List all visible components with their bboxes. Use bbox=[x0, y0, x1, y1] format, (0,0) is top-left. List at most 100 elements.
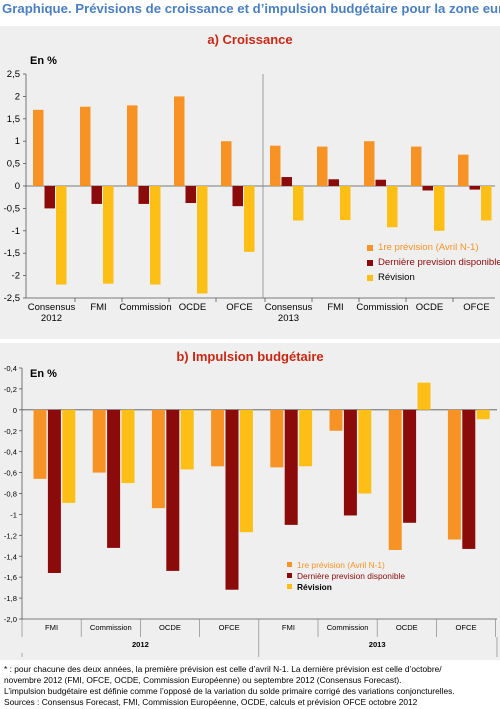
fiscal-impulse-chart-title: b) Impulsion budgétaire bbox=[176, 349, 324, 364]
legend-swatch-dark-red bbox=[367, 259, 373, 266]
y-tick-label: -1,2 bbox=[4, 531, 17, 540]
bar-first-forecast bbox=[388, 409, 402, 550]
bar-revision bbox=[340, 186, 351, 221]
x-tick-label: Commission bbox=[356, 302, 408, 313]
bar-revision bbox=[481, 186, 492, 221]
legend-label: Révision bbox=[378, 272, 415, 283]
y-tick-label: -0,6 bbox=[4, 469, 17, 478]
bar-last-forecast bbox=[44, 186, 55, 209]
bar-revision bbox=[239, 409, 253, 533]
growth-chart-title: a) Croissance bbox=[207, 32, 293, 47]
y-tick-label: -1,4 bbox=[4, 552, 17, 561]
legend-item-last-forecast: Dernière prevision disponible bbox=[287, 570, 405, 581]
bar-revision bbox=[150, 186, 161, 285]
x-tick-label: 2012 bbox=[41, 313, 62, 324]
bar-revision bbox=[417, 382, 431, 410]
y-tick-label: 0,5 bbox=[7, 159, 20, 170]
fiscal-impulse-legend: 1re prévision (Avril N-1) Dernière previ… bbox=[287, 559, 405, 592]
bar-first-forecast bbox=[270, 409, 284, 468]
legend-item-last-forecast: Dernière prevision disponible bbox=[367, 255, 500, 270]
bar-last-forecast bbox=[166, 409, 180, 571]
bar-first-forecast bbox=[33, 409, 47, 479]
x-tick-label: OFCE bbox=[226, 302, 252, 313]
x-year-label: 2013 bbox=[369, 640, 386, 649]
legend-item-first-forecast: 1re prévision (Avril N-1) bbox=[367, 240, 500, 255]
y-tick-label: -2,0 bbox=[4, 615, 17, 624]
fiscal-impulse-chart-plot: -0,4 -0,2 0 -0,2 -0,4 -0,6 -0,8 -1 -1,2 -1,4 -1,6 -… bbox=[4, 364, 498, 657]
y-tick-label: -0,4 bbox=[4, 448, 17, 457]
bar-last-forecast bbox=[462, 409, 476, 549]
bar-last-forecast bbox=[232, 186, 243, 207]
x-tick-label: Commission bbox=[327, 623, 369, 632]
bar-revision bbox=[121, 409, 135, 484]
legend-label: Révision bbox=[297, 581, 332, 592]
footnotes: * : pour chacune des deux années, la pre… bbox=[4, 664, 498, 708]
bar-last-forecast bbox=[403, 409, 417, 523]
bar-first-forecast bbox=[364, 141, 375, 186]
legend-item-revision: Révision bbox=[287, 581, 405, 592]
y-tick-label: -1,5 bbox=[4, 248, 20, 259]
bar-revision bbox=[244, 186, 255, 252]
bar-last-forecast bbox=[107, 409, 121, 548]
bar-last-forecast bbox=[284, 409, 298, 525]
footnote-line: novembre 2012 (FMI, OFCE, OCDE, Commissi… bbox=[4, 675, 402, 685]
legend-swatch-dark-red bbox=[287, 573, 292, 578]
legend-swatch-orange bbox=[367, 244, 373, 251]
legend-swatch-orange bbox=[287, 562, 292, 567]
legend-swatch-yellow bbox=[287, 584, 292, 589]
x-tick-label: OCDE bbox=[416, 302, 443, 313]
bar-last-forecast bbox=[422, 186, 433, 191]
bar-first-forecast bbox=[80, 106, 91, 186]
bar-revision bbox=[103, 186, 114, 284]
y-tick-label: -0,5 bbox=[4, 203, 20, 214]
y-tick-label: -1 bbox=[12, 226, 20, 237]
bar-last-forecast bbox=[328, 179, 339, 186]
x-tick-label: FMI bbox=[327, 302, 343, 313]
bar-first-forecast bbox=[174, 96, 185, 186]
bar-revision bbox=[180, 409, 194, 470]
footnote-line: Sources : Consensus Forecast, FMI, Commi… bbox=[4, 697, 418, 707]
x-tick-label: FMI bbox=[45, 623, 58, 632]
x-tick-label: OCDE bbox=[396, 623, 418, 632]
bar-last-forecast bbox=[375, 179, 386, 186]
x-tick-label: Consensus bbox=[28, 302, 76, 313]
footnote-line: L’impulsion budgétaire est définie comme… bbox=[4, 686, 455, 696]
legend-label: Dernière prevision disponible bbox=[378, 257, 500, 268]
y-tick-label: 2 bbox=[15, 91, 20, 102]
y-tick-label: -1,6 bbox=[4, 573, 17, 582]
y-tick-label: 1 bbox=[15, 136, 20, 147]
y-tick-label: -2,5 bbox=[4, 293, 20, 304]
bar-first-forecast bbox=[329, 409, 343, 431]
x-tick-label: Commission bbox=[90, 623, 132, 632]
x-year-label: 2012 bbox=[132, 640, 149, 649]
bar-first-forecast bbox=[317, 146, 328, 186]
x-tick-label: FMI bbox=[282, 623, 295, 632]
bar-first-forecast bbox=[447, 409, 461, 540]
legend-item-first-forecast: 1re prévision (Avril N-1) bbox=[287, 559, 405, 570]
y-tick-label: -0,2 bbox=[4, 385, 17, 394]
y-tick-label: -1 bbox=[10, 510, 17, 519]
bar-revision bbox=[476, 409, 490, 420]
legend-item-revision: Révision bbox=[367, 270, 500, 285]
y-tick-label: 0 bbox=[13, 406, 17, 415]
bar-last-forecast bbox=[138, 186, 149, 204]
y-tick-label: -1,8 bbox=[4, 594, 17, 603]
x-tick-label: OCDE bbox=[159, 623, 181, 632]
bar-last-forecast bbox=[281, 177, 292, 186]
growth-y-axis-label: En % bbox=[30, 55, 57, 67]
growth-legend: 1re prévision (Avril N-1) Dernière previ… bbox=[367, 240, 500, 285]
y-tick-label: -0,2 bbox=[4, 427, 17, 436]
bar-first-forecast bbox=[92, 409, 106, 473]
bar-last-forecast bbox=[343, 409, 357, 516]
bar-revision bbox=[56, 186, 67, 285]
bar-last-forecast bbox=[47, 409, 61, 573]
bar-first-forecast bbox=[411, 146, 422, 186]
legend-swatch-yellow bbox=[367, 274, 373, 281]
growth-chart: 2,5 2 1,5 1 0,5 0 -0,5 -1 -1,5 -2 -2,5 Consensus 201… bbox=[0, 26, 500, 339]
bar-last-forecast bbox=[91, 186, 102, 204]
bar-last-forecast bbox=[469, 186, 480, 190]
x-tick-label: Consensus bbox=[265, 302, 313, 313]
bar-first-forecast bbox=[211, 409, 225, 467]
y-tick-label: 1,5 bbox=[7, 114, 20, 125]
x-tick-label: 2013 bbox=[278, 313, 299, 324]
